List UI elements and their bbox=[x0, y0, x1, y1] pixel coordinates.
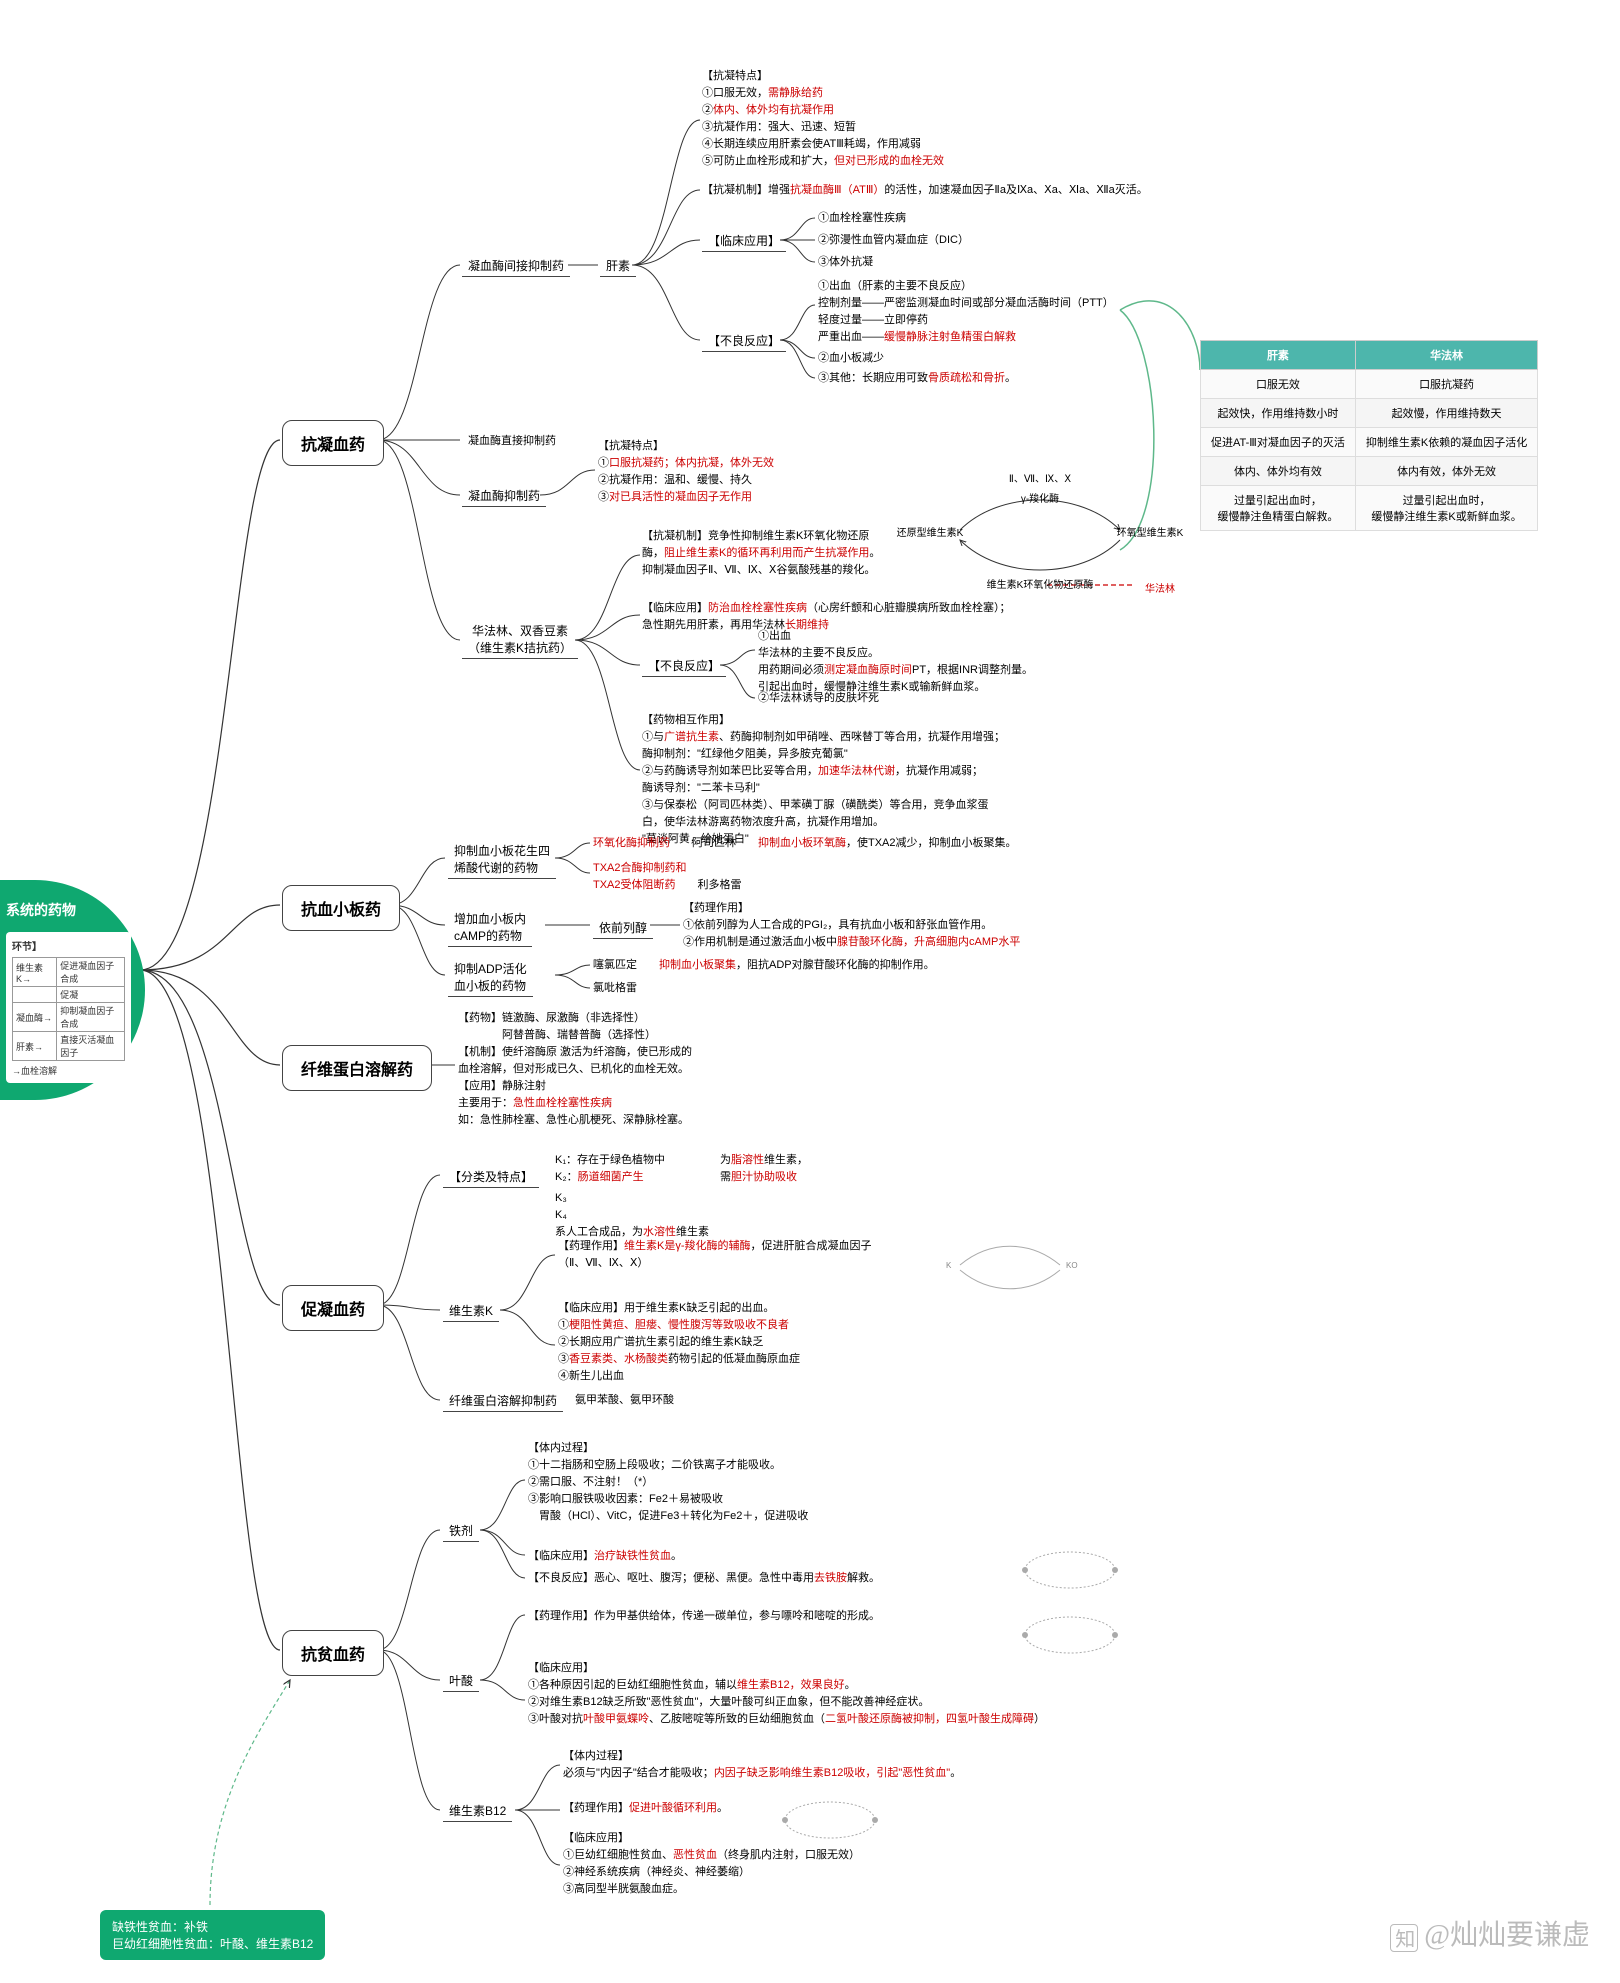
leaf-heparin-adr2: ②血小板减少 bbox=[818, 350, 884, 367]
leaf-heparin-adr1: ①出血（肝素的主要不良反应）控制剂量——严密监测凝血时间或部分凝血活酶时间（PT… bbox=[818, 278, 1114, 346]
sub-antifibrinolytic: 纤维蛋白溶解抑制药 bbox=[443, 1390, 563, 1412]
leaf-epoprostenol-name: 依前列醇 bbox=[593, 917, 653, 939]
svg-text:还原型维生素K: 还原型维生素K bbox=[897, 526, 964, 539]
leaf-warfarin-adr2: ②华法林诱导的皮肤坏死 bbox=[758, 690, 879, 707]
leaf-vitk-pharm: 【药理作用】维生素K是γ-羧化酶的辅酶，促进肝脏合成凝血因子（Ⅱ、Ⅶ、Ⅸ、Ⅹ） bbox=[558, 1238, 872, 1272]
leaf-b12-pharm: 【药理作用】促进叶酸循环利用。 bbox=[563, 1800, 728, 1817]
sub-folate: 叶酸 bbox=[443, 1670, 479, 1692]
cat-antiplatelet: 抗血小板药 bbox=[282, 885, 400, 931]
sub-warfarin: 华法林、双香豆素 （维生素K拮抗药） bbox=[462, 620, 578, 659]
sub-vitk: 维生素K bbox=[443, 1300, 499, 1322]
sub-indirect-thrombin: 凝血酶间接抑制药 bbox=[462, 255, 570, 277]
leaf-iron-adr: 【不良反应】恶心、呕吐、腹泻；便秘、黑便。急性中毒用去铁胺解救。 bbox=[528, 1570, 880, 1587]
sub-adp: 抑制ADP活化 血小板的药物 bbox=[448, 958, 533, 997]
heparin-vs-warfarin-table: 肝素华法林 口服无效口服抗凝药 起效快，作用维持数小时起效慢，作用维持数天 促进… bbox=[1200, 340, 1538, 531]
leaf-cox-inhibitor: 环氧化酶抑制药 阿司匹林 抑制血小板环氧酶，使TXA2减少，抑制血小板聚集。 bbox=[593, 835, 1017, 852]
leaf-warfarin-adr-label: 【不良反应】 bbox=[642, 655, 726, 677]
cat-anticoagulant: 抗凝血药 bbox=[282, 420, 384, 466]
leaf-txa2: TXA2合酶抑制药和TXA2受体阻断药 利多格雷 bbox=[593, 860, 742, 894]
leaf-b12-pk: 【体内过程】必须与"内因子"结合才能吸收；内因子缺乏影响维生素B12吸收，引起"… bbox=[563, 1748, 961, 1782]
leaf-vitk-k34: K₃K₄系人工合成品，为水溶性维生素 bbox=[555, 1190, 709, 1241]
leaf-heparin-mechanism: 【抗凝机制】增强抗凝血酶Ⅲ（ATⅢ）的活性，加速凝血因子Ⅱa及Ⅸa、Ⅹa、Ⅺa、… bbox=[702, 182, 1148, 199]
leaf-fibrinolytic: 【药物】链激酶、尿激酶（非选择性） 阿替普酶、瑞替普酶（选择性）【机制】使纤溶酶… bbox=[458, 1010, 692, 1129]
sub-b12: 维生素B12 bbox=[443, 1800, 512, 1822]
leaf-vitk-classify-label: 【分类及特点】 bbox=[443, 1166, 539, 1188]
zhihu-watermark: @灿灿要谦虚 bbox=[1390, 1913, 1590, 1953]
sub-thrombin-inhibitor: 凝血酶抑制药 bbox=[462, 485, 546, 507]
leaf-clopidogrel: 氯吡格雷 bbox=[593, 980, 637, 997]
leaf-folate-clinical: 【临床应用】①各种原因引起的巨幼红细胞性贫血，辅以维生素B12，效果良好。②对维… bbox=[528, 1660, 1045, 1728]
leaf-folate-pharm: 【药理作用】作为甲基供给体，传递一碳单位，参与嘌呤和嘧啶的形成。 bbox=[528, 1608, 880, 1625]
svg-text:环氧型维生素K: 环氧型维生素K bbox=[1117, 526, 1184, 539]
root-inset-table: 维生素K→促进凝血因子合成 促凝 凝血酶→抑制凝血因子合成 肝素→直接灭活凝血因… bbox=[12, 957, 125, 1061]
svg-text:维生素K环氧化物还原酶: 维生素K环氧化物还原酶 bbox=[987, 578, 1094, 591]
svg-text:KO: KO bbox=[1066, 1261, 1078, 1270]
leaf-warfarin-adr1: ①出血华法林的主要不良反应。用药期间必须测定凝血酶原时间PT，根据INR调整剂量… bbox=[758, 628, 1033, 696]
vitk-cycle-diagram: Ⅱ、Ⅶ、Ⅸ、Ⅹ γ-羧化酶 还原型维生素K 环氧型维生素K 维生素K环氧化物还原… bbox=[900, 470, 1180, 600]
leaf-iron-clinical: 【临床应用】治疗缺铁性贫血。 bbox=[528, 1548, 682, 1565]
vitk-cycle-small-icon: K KO bbox=[940, 1230, 1080, 1305]
root-inset-footer: →血栓溶解 bbox=[12, 1064, 125, 1077]
cat-fibrinolytic: 纤维蛋白溶解药 bbox=[282, 1045, 432, 1091]
leaf-thrombin-features: 【抗凝特点】①口服抗凝药；体内抗凝，体外无效②抗凝作用：温和、缓慢、持久③对已具… bbox=[598, 438, 774, 506]
sub-camp: 增加血小板内 cAMP的药物 bbox=[448, 908, 532, 947]
leaf-heparin-adr-label: 【不良反应】 bbox=[702, 330, 786, 352]
leaf-heparin-lc2: ②弥漫性血管内凝血症（DIC） bbox=[818, 232, 969, 249]
cat-antianemic: 抗贫血药 bbox=[282, 1630, 384, 1676]
leaf-antifibrinolytic-drugs: 氨甲苯酸、氨甲环酸 bbox=[575, 1392, 674, 1409]
root-node: 系统的药物 环节】 维生素K→促进凝血因子合成 促凝 凝血酶→抑制凝血因子合成 … bbox=[0, 880, 145, 1100]
sub-direct-thrombin: 凝血酶直接抑制药 bbox=[462, 430, 562, 450]
leaf-warfarin-interactions: 【药物相互作用】①与广谱抗生素、药酶抑制剂如甲硝唑、西咪替丁等合用，抗凝作用增强… bbox=[642, 712, 1005, 848]
svg-text:K: K bbox=[946, 1261, 952, 1270]
svg-text:华法林: 华法林 bbox=[1145, 582, 1175, 595]
leaf-vitk-k12r: 为脂溶性维生素，需胆汁协助吸收 bbox=[720, 1152, 808, 1186]
svg-text:γ-羧化酶: γ-羧化酶 bbox=[1021, 492, 1059, 505]
leaf-warfarin-mechanism: 【抗凝机制】竞争性抑制维生素K环氧化物还原酶，阻止维生素K的循环再利用而产生抗凝… bbox=[642, 528, 880, 579]
root-inset: 环节】 维生素K→促进凝血因子合成 促凝 凝血酶→抑制凝血因子合成 肝素→直接灭… bbox=[6, 932, 131, 1083]
leaf-heparin-features: 【抗凝特点】①口服无效，需静脉给药②体内、体外均有抗凝作用③抗凝作用：强大、迅速… bbox=[702, 68, 944, 170]
svg-text:Ⅱ、Ⅶ、Ⅸ、Ⅹ: Ⅱ、Ⅶ、Ⅸ、Ⅹ bbox=[1009, 474, 1071, 485]
leaf-epoprostenol: 【药理作用】①依前列醇为人工合成的PGI₂，具有抗血小板和舒张血管作用。②作用机… bbox=[683, 900, 1020, 951]
comp-h2: 华法林 bbox=[1355, 341, 1537, 370]
root-title: 系统的药物 bbox=[6, 900, 135, 920]
sub-iron: 铁剂 bbox=[443, 1520, 479, 1542]
folate-cycle-icon bbox=[1010, 1605, 1130, 1670]
leaf-iron-pk: 【体内过程】①十二指肠和空肠上段吸收；二价铁离子才能吸收。②需口服、不注射！（*… bbox=[528, 1440, 808, 1525]
cat-procoagulant: 促凝血药 bbox=[282, 1285, 384, 1331]
zhihu-logo-icon bbox=[1390, 1924, 1418, 1952]
root-inset-title: 环节】 bbox=[12, 938, 125, 953]
leaf-heparin-lc1: ①血栓栓塞性疾病 bbox=[818, 210, 906, 227]
leaf-heparin-clinical-label: 【临床应用】 bbox=[702, 230, 786, 252]
iron-cycle-icon bbox=[1010, 1540, 1130, 1605]
leaf-heparin-lc3: ③体外抗凝 bbox=[818, 254, 873, 271]
leaf-vitk-clinical: 【临床应用】用于维生素K缺乏引起的出血。①梗阻性黄疸、胆瘘、慢性腹泻等致吸收不良… bbox=[558, 1300, 800, 1385]
sub-heparin: 肝素 bbox=[600, 255, 636, 277]
leaf-heparin-adr3: ③其他：长期应用可致骨质疏松和骨折。 bbox=[818, 370, 1016, 387]
leaf-vitk-k12: K₁：存在于绿色植物中K₂：肠道细菌产生 bbox=[555, 1152, 665, 1186]
sub-arachidonic: 抑制血小板花生四 烯酸代谢的药物 bbox=[448, 840, 556, 879]
watermark-text: @灿灿要谦虚 bbox=[1424, 1920, 1590, 1951]
comp-h1: 肝素 bbox=[1201, 341, 1356, 370]
bottom-summary-note: 缺铁性贫血：补铁 巨幼红细胞性贫血：叶酸、维生素B12 bbox=[100, 1910, 325, 1960]
b12-cycle-icon bbox=[770, 1790, 890, 1855]
leaf-ticlopidine: 噻氯匹定 抑制血小板聚集，阻抗ADP对腺苷酸环化酶的抑制作用。 bbox=[593, 957, 935, 974]
